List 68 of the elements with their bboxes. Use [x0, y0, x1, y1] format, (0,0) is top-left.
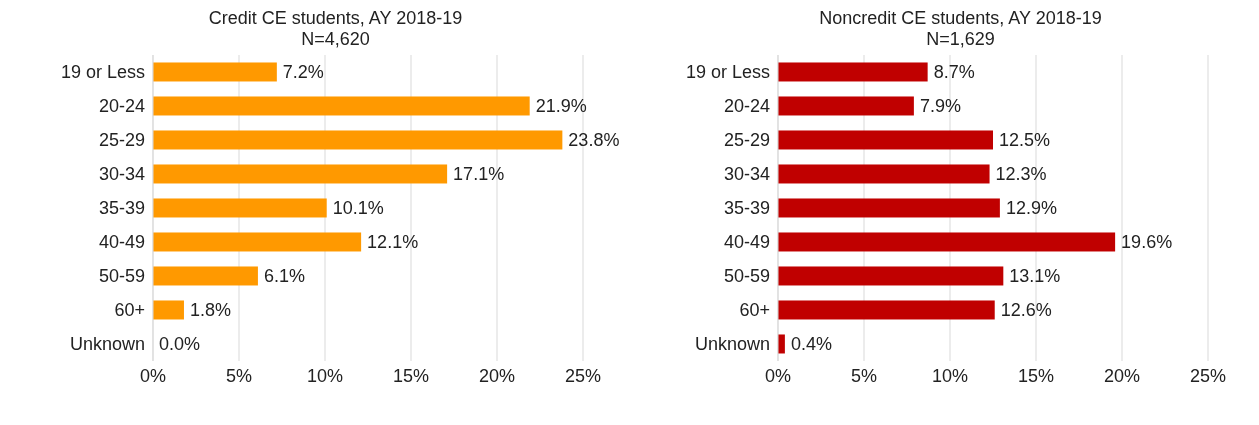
data-label: 7.2% [282, 61, 324, 82]
bar [153, 266, 258, 286]
data-label: 12.1% [367, 231, 419, 252]
bar [153, 96, 530, 116]
y-tick-label: 30-34 [723, 164, 770, 185]
y-tick-label: 60+ [739, 300, 770, 321]
x-tick-label: 20% [1103, 365, 1141, 386]
y-tick-label: Unknown [694, 334, 770, 355]
y-tick-label: 30-34 [98, 164, 145, 185]
x-tick-label: 15% [392, 365, 430, 386]
data-label: 1.8% [189, 299, 231, 320]
x-tick-label: 5% [850, 365, 878, 386]
bar [153, 232, 362, 252]
bar [153, 130, 563, 150]
data-label: 12.9% [1005, 197, 1057, 218]
bar [153, 164, 448, 184]
chart-title: Noncredit CE students, AY 2018-19 [818, 8, 1103, 29]
x-tick-label: 25% [1189, 365, 1227, 386]
x-tick-label: 15% [1017, 365, 1055, 386]
x-tick-label: 0% [139, 365, 167, 386]
data-label: 21.9% [535, 95, 587, 116]
y-tick-label: 40-49 [98, 232, 145, 253]
y-tick-label: 35-39 [98, 198, 145, 219]
data-label: 8.7% [933, 61, 975, 82]
x-tick-label: 25% [564, 365, 602, 386]
data-label: 12.6% [1000, 299, 1052, 320]
data-label: 23.8% [568, 129, 620, 150]
y-tick-label: Unknown [69, 334, 145, 355]
data-label: 12.3% [995, 163, 1047, 184]
bar [153, 62, 277, 82]
y-tick-label: 20-24 [98, 96, 145, 117]
data-label: 6.1% [263, 265, 305, 286]
x-tick-label: 20% [478, 365, 516, 386]
x-tick-label: 10% [306, 365, 344, 386]
y-tick-label: 40-49 [723, 232, 770, 253]
y-tick-label: 25-29 [98, 130, 145, 151]
y-tick-label: 19 or Less [685, 62, 770, 83]
bar [778, 232, 1116, 252]
data-label: 13.1% [1009, 265, 1061, 286]
bar [778, 164, 990, 184]
y-tick-label: 25-29 [723, 130, 770, 151]
x-tick-label: 10% [931, 365, 969, 386]
x-tick-label: 0% [764, 365, 792, 386]
bar [778, 266, 1004, 286]
y-tick-label: 35-39 [723, 198, 770, 219]
y-tick-label: 50-59 [98, 266, 145, 287]
x-tick-label: 5% [225, 365, 253, 386]
chart-subtitle: N=1,629 [925, 29, 996, 50]
chart-subtitle: N=4,620 [300, 29, 371, 50]
y-tick-label: 50-59 [723, 266, 770, 287]
y-tick-label: 60+ [114, 300, 145, 321]
bar [778, 198, 1000, 218]
data-label: 7.9% [919, 95, 961, 116]
bar [778, 62, 928, 82]
data-label: 19.6% [1121, 231, 1173, 252]
bar [153, 198, 327, 218]
data-label: 0.4% [790, 333, 832, 354]
y-tick-label: 19 or Less [60, 62, 145, 83]
bar [778, 96, 914, 116]
y-tick-label: 20-24 [723, 96, 770, 117]
data-label: 10.1% [332, 197, 384, 218]
bar [153, 300, 184, 320]
data-label: 12.5% [999, 129, 1051, 150]
data-label: 17.1% [453, 163, 505, 184]
bar [778, 300, 995, 320]
data-label: 0.0% [159, 333, 201, 354]
bar [778, 130, 993, 150]
chart-title: Credit CE students, AY 2018-19 [207, 8, 464, 29]
